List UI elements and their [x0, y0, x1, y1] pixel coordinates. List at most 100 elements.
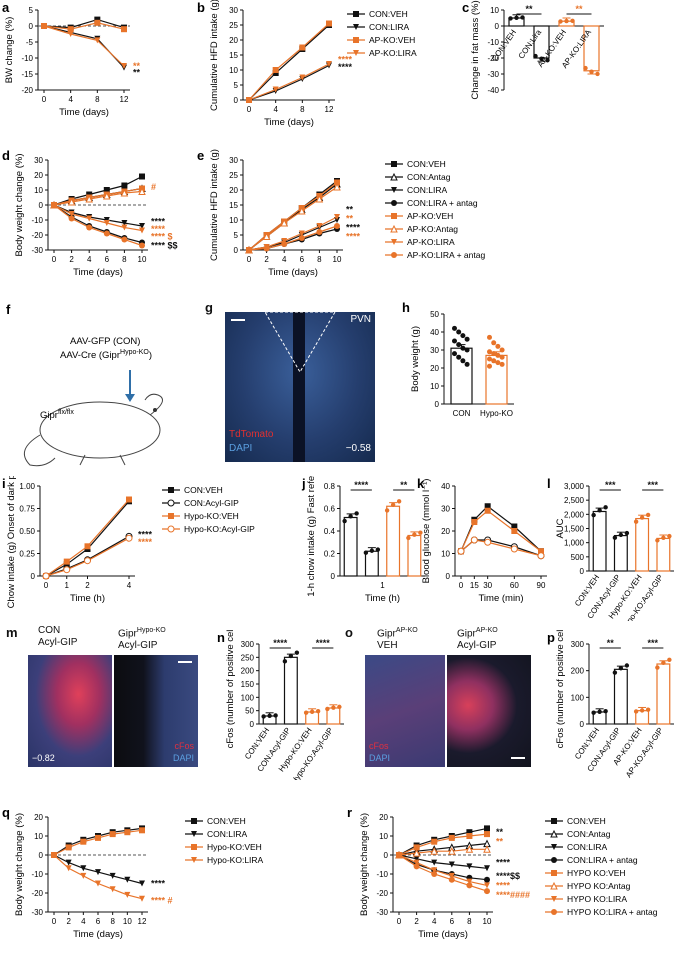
series-line-1 [45, 535, 130, 577]
data-point [396, 852, 402, 858]
y-tick-label: 20 [430, 364, 439, 373]
data-point [267, 713, 272, 719]
data-point [520, 15, 525, 20]
significance-annotation: ** [607, 638, 615, 648]
series-line-6 [248, 216, 338, 251]
legend-marker [551, 896, 557, 902]
data-point [448, 876, 455, 883]
series-line-2 [53, 204, 143, 227]
significance-annotation: ** [575, 4, 583, 14]
data-point [138, 187, 146, 195]
series-line-6 [398, 854, 488, 886]
y-tick-label: 20 [229, 36, 238, 45]
y-tick-label: 50 [430, 310, 439, 319]
x-tick-label: 90 [537, 581, 546, 590]
data-point [139, 223, 145, 229]
y-tick-label: -10 [487, 38, 499, 47]
panel-j-label: j [301, 476, 306, 491]
significance-annotation: **** [151, 217, 166, 227]
y-tick-label: 40 [441, 482, 450, 491]
series-line-0 [248, 24, 330, 101]
data-point [348, 514, 353, 519]
data-point [86, 224, 93, 231]
data-point [639, 515, 645, 520]
data-point [508, 16, 513, 21]
category-label: Hypo-KO [480, 409, 513, 418]
y-tick-label: 50 [245, 707, 254, 716]
legend-entry: AP-KO:LIRA [407, 237, 455, 247]
y-axis-label: Body weight change (%) [14, 813, 25, 916]
y-tick-label: 20 [34, 813, 43, 822]
m-cfos-label: cFos [174, 741, 194, 751]
data-point [334, 179, 340, 186]
series-line-6 [53, 204, 143, 232]
data-point [334, 223, 340, 229]
data-point [491, 358, 497, 364]
legend-entry: HYPO KO:VEH [567, 868, 626, 878]
legend-entry: AP-KO:LIRA + antag [407, 250, 485, 260]
legend-marker [353, 11, 359, 17]
y-tick-label: 100 [241, 693, 255, 702]
data-point [369, 548, 375, 553]
data-point [84, 543, 91, 550]
data-point [464, 347, 470, 353]
panel-q-label: q [2, 805, 10, 820]
legend-marker [168, 487, 174, 493]
significance-annotation: *** [605, 480, 616, 490]
panel-a-label: a [2, 0, 10, 15]
data-point [447, 847, 456, 855]
y-tick-label: 500 [571, 553, 585, 562]
series-line-2 [398, 854, 488, 869]
y-tick-label: 1.00 [19, 482, 35, 491]
m-microscopy-hypoko: cFos DAPI [114, 655, 198, 767]
significance-annotation: **** [151, 224, 166, 234]
legend-entry: CON:VEH [369, 9, 408, 19]
y-tick-label: -10 [376, 870, 388, 879]
data-point [363, 550, 369, 555]
data-point [514, 15, 519, 21]
data-point [460, 358, 466, 364]
data-point [413, 855, 420, 862]
y-tick-label: 10 [379, 832, 388, 841]
data-point [448, 861, 455, 868]
m-microscopy-con: −0.82 [28, 655, 112, 767]
data-point [68, 215, 75, 222]
significance-annotation: **** $$ [151, 241, 178, 251]
legend-marker [191, 857, 197, 863]
data-point [263, 245, 270, 252]
y-axis-label: Body weight change (%) [359, 813, 370, 916]
series-line-2 [248, 219, 338, 251]
legend-entry: CON:Antag [567, 829, 611, 839]
y-tick-label: -20 [376, 889, 388, 898]
data-point [431, 838, 438, 845]
f-gipr-label: Giprflx/flx [40, 409, 74, 421]
x-tick-label: 0 [459, 581, 464, 590]
data-point [246, 247, 252, 253]
panel-o: o GiprAP-KO VEH GiprAP-KO Acyl-GIP cFos DA… [345, 625, 545, 775]
legend-marker [391, 239, 397, 245]
legend-marker [191, 844, 197, 850]
y-tick-label: 200 [571, 667, 585, 676]
data-point [495, 352, 501, 358]
data-point [583, 65, 588, 71]
y-tick-label: 25 [229, 21, 238, 30]
legend-entry: CON:LIRA [369, 22, 409, 32]
data-point [484, 888, 490, 895]
data-point [121, 182, 128, 189]
x-tick-label: 8 [467, 917, 472, 926]
data-point [484, 882, 490, 889]
x-tick-label: 8 [122, 255, 127, 264]
x-tick-label: 0 [44, 581, 49, 590]
data-point [431, 871, 438, 877]
data-point [533, 53, 538, 59]
significance-annotation: *** [647, 480, 658, 490]
y-tick-label: 0.75 [19, 505, 35, 514]
data-point [109, 872, 116, 879]
x-tick-label: 4 [87, 255, 92, 264]
data-point [471, 519, 478, 525]
x-tick-label: 0 [247, 255, 252, 264]
data-point [448, 834, 455, 841]
significance-annotation: **** [338, 62, 353, 72]
x-tick-label: 0 [52, 255, 57, 264]
